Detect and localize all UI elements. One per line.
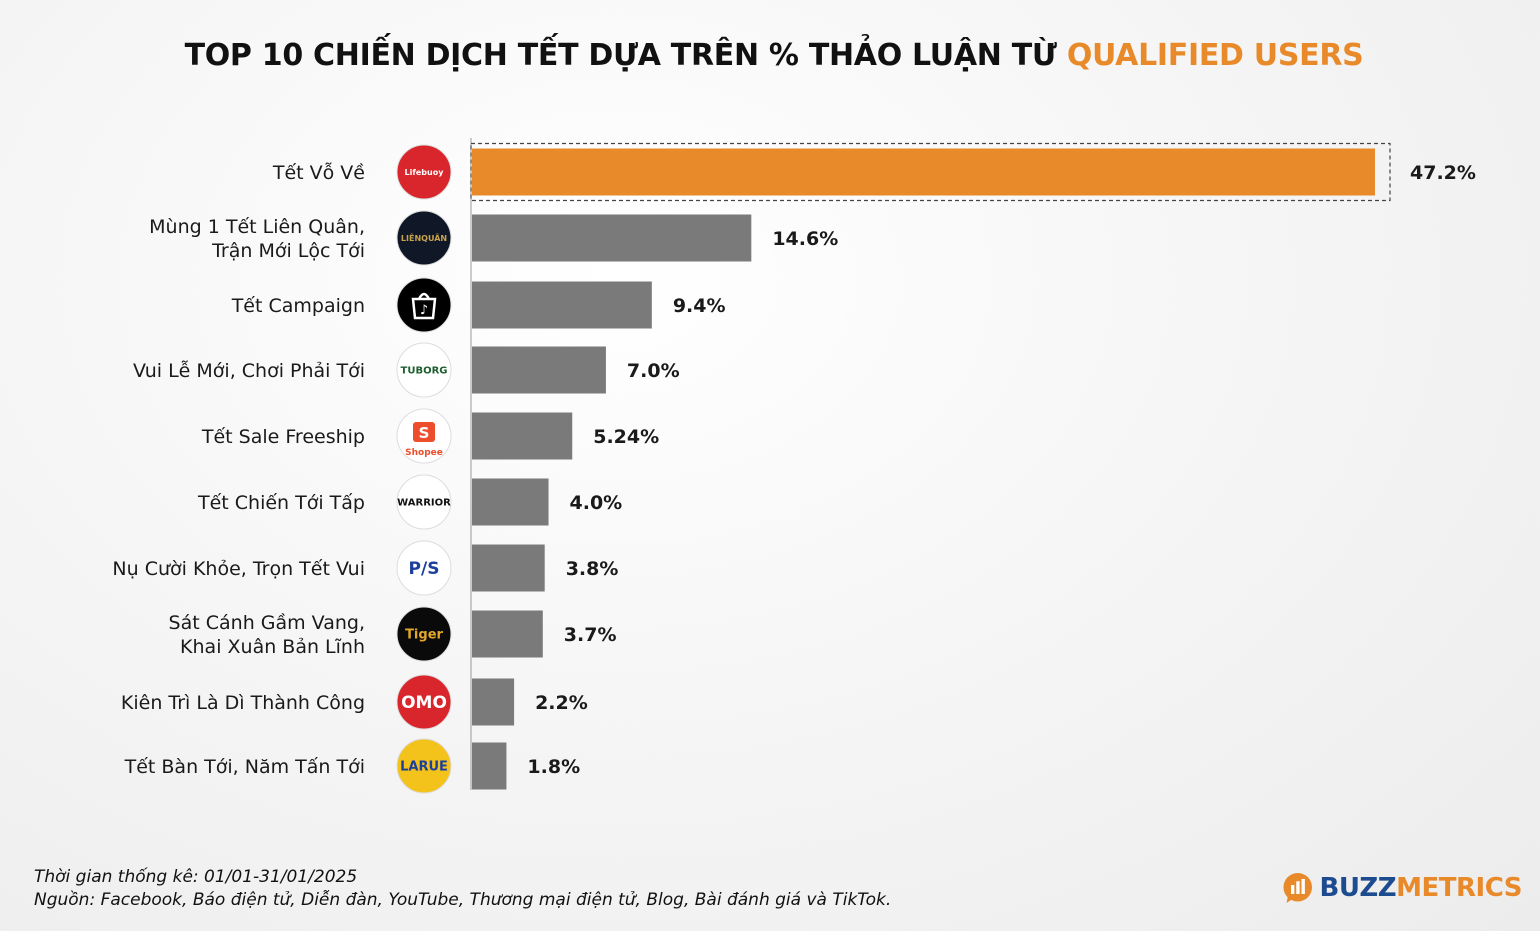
logo-badge [396,277,452,333]
chart-title-main: TOP 10 CHIẾN DỊCH TẾT DỰA TRÊN % THẢO LU… [184,38,1057,73]
logo-badge [396,738,452,794]
category-label: Nụ Cười Khỏe, Trọn Tết Vui [112,558,365,580]
bar [472,346,606,394]
category-label: Vui Lễ Mới, Chơi Phải Tới [133,359,365,382]
bar [472,281,652,329]
value-label: 47.2% [1410,162,1476,184]
bar [472,412,573,460]
category-label: Trận Mới Lộc Tới [211,240,365,262]
bar-row: Mùng 1 Tết Liên Quân,Trận Mới Lộc Tới LIÊ… [149,210,838,266]
bar [472,214,752,262]
bar-row: Tết Chiến Tới Tấp WARRIOR 4.0% [197,474,623,530]
value-label: 7.0% [627,360,680,382]
value-label: 1.8% [527,756,580,778]
brand-name-part1: BUZZ [1319,873,1397,903]
category-label: Tết Bàn Tới, Năm Tấn Tới [124,756,365,778]
value-label: 4.0% [570,492,623,514]
tiger-logo-icon: Tiger [396,606,452,662]
tiktok-note: ♪ [420,303,428,318]
category-label: Kiên Trì Là Dì Thành Công [121,692,365,714]
logo-badge [396,474,452,530]
tuborg-logo-icon: TUBORG [396,342,452,398]
bar [472,478,549,526]
bar-row: Vui Lễ Mới, Chơi Phải Tới TUBORG 7.0% [133,342,680,398]
value-label: 9.4% [673,295,726,317]
value-label: 2.2% [535,692,588,714]
footer-period: Thời gian thống kê: 01/01-31/01/2025 [34,867,358,887]
ps-logo-icon: P/S [396,540,452,596]
bar-row: Tết Campaign ♪ 9.4% [231,277,726,333]
bar-row: Tết Bàn Tới, Năm Tấn Tới LARUE 1.8% [124,738,580,794]
chart-title-accent: QUALIFIED USERS [1066,38,1364,73]
omo-logo-icon: OMO [396,674,452,730]
logo-badge [396,540,452,596]
brand-logo: BUZZMETRICS [1282,866,1522,910]
logo-wordmark: Tiger [405,628,443,643]
logo-badge [396,144,452,200]
category-label: Tết Chiến Tới Tấp [197,492,365,514]
logo-wordmark: WARRIOR [397,498,451,509]
bar [472,678,515,726]
value-label: 5.24% [593,426,659,448]
logo-wordmark: OMO [401,693,447,713]
category-label: Mùng 1 Tết Liên Quân, [149,216,365,238]
category-label: Sát Cánh Gầm Vang, [169,612,365,634]
bar-row: Nụ Cười Khỏe, Trọn Tết Vui P/S 3.8% [112,540,619,596]
logo-badge [396,606,452,662]
bag-handle [417,292,431,300]
shopee-bag [413,422,435,442]
brand-name-part2: METRICS [1396,873,1522,903]
category-label: Tết Campaign [231,295,365,317]
value-label: 3.8% [566,558,619,580]
footer: Thời gian thống kê: 01/01-31/01/2025 Ngu… [34,866,891,912]
bar-row: Kiên Trì Là Dì Thành Công OMO 2.2% [121,674,588,730]
bar [472,148,1375,196]
lifebuoy-logo-icon: Lifebuoy [396,144,452,200]
bar-row: Tết Sale Freeship S Shopee 5.24% [201,408,659,464]
logo-wordmark: LIÊNQUÂN [401,232,447,243]
bar-row: Tết Vỗ Về Lifebuoy 47.2% [272,142,1476,202]
logo-wordmark: TUBORG [401,366,448,377]
bar [472,610,543,658]
category-label: Khai Xuân Bản Lĩnh [180,636,365,658]
footer-source: Nguồn: Facebook, Báo điện tử, Diễn đàn, … [34,890,892,910]
logo-wordmark: Shopee [405,448,443,458]
shopee-logo-icon: S Shopee [396,408,452,464]
bar-row: Sát Cánh Gầm Vang,Khai Xuân Bản Lĩnh Tige… [169,606,617,662]
logo-wordmark: P/S [409,559,440,579]
logo-wordmark: LARUE [400,760,448,775]
value-label: 14.6% [772,228,838,250]
logo-badge [396,210,452,266]
brand-name: BUZZMETRICS [1320,873,1523,903]
bar [472,544,545,592]
category-label: Tết Vỗ Về [272,161,365,184]
warrior-logo-icon: WARRIOR [396,474,452,530]
bar [472,742,507,790]
buzzmetrics-logo-icon [1283,873,1312,903]
larue-logo-icon: LARUE [396,738,452,794]
logo-badge [396,342,452,398]
shopee-s: S [419,424,430,442]
logo-badge [396,674,452,730]
logo-wordmark: Lifebuoy [405,168,445,177]
tiktok-shop-logo-icon: ♪ [396,277,452,333]
value-label: 3.7% [564,624,617,646]
chart-title: TOP 10 CHIẾN DỊCH TẾT DỰA TRÊN % THẢO LU… [0,38,1540,73]
category-label: Tết Sale Freeship [201,426,365,448]
highlight-frame [470,142,1391,202]
lien-quan-logo-icon: LIÊNQUÂN [396,210,452,266]
